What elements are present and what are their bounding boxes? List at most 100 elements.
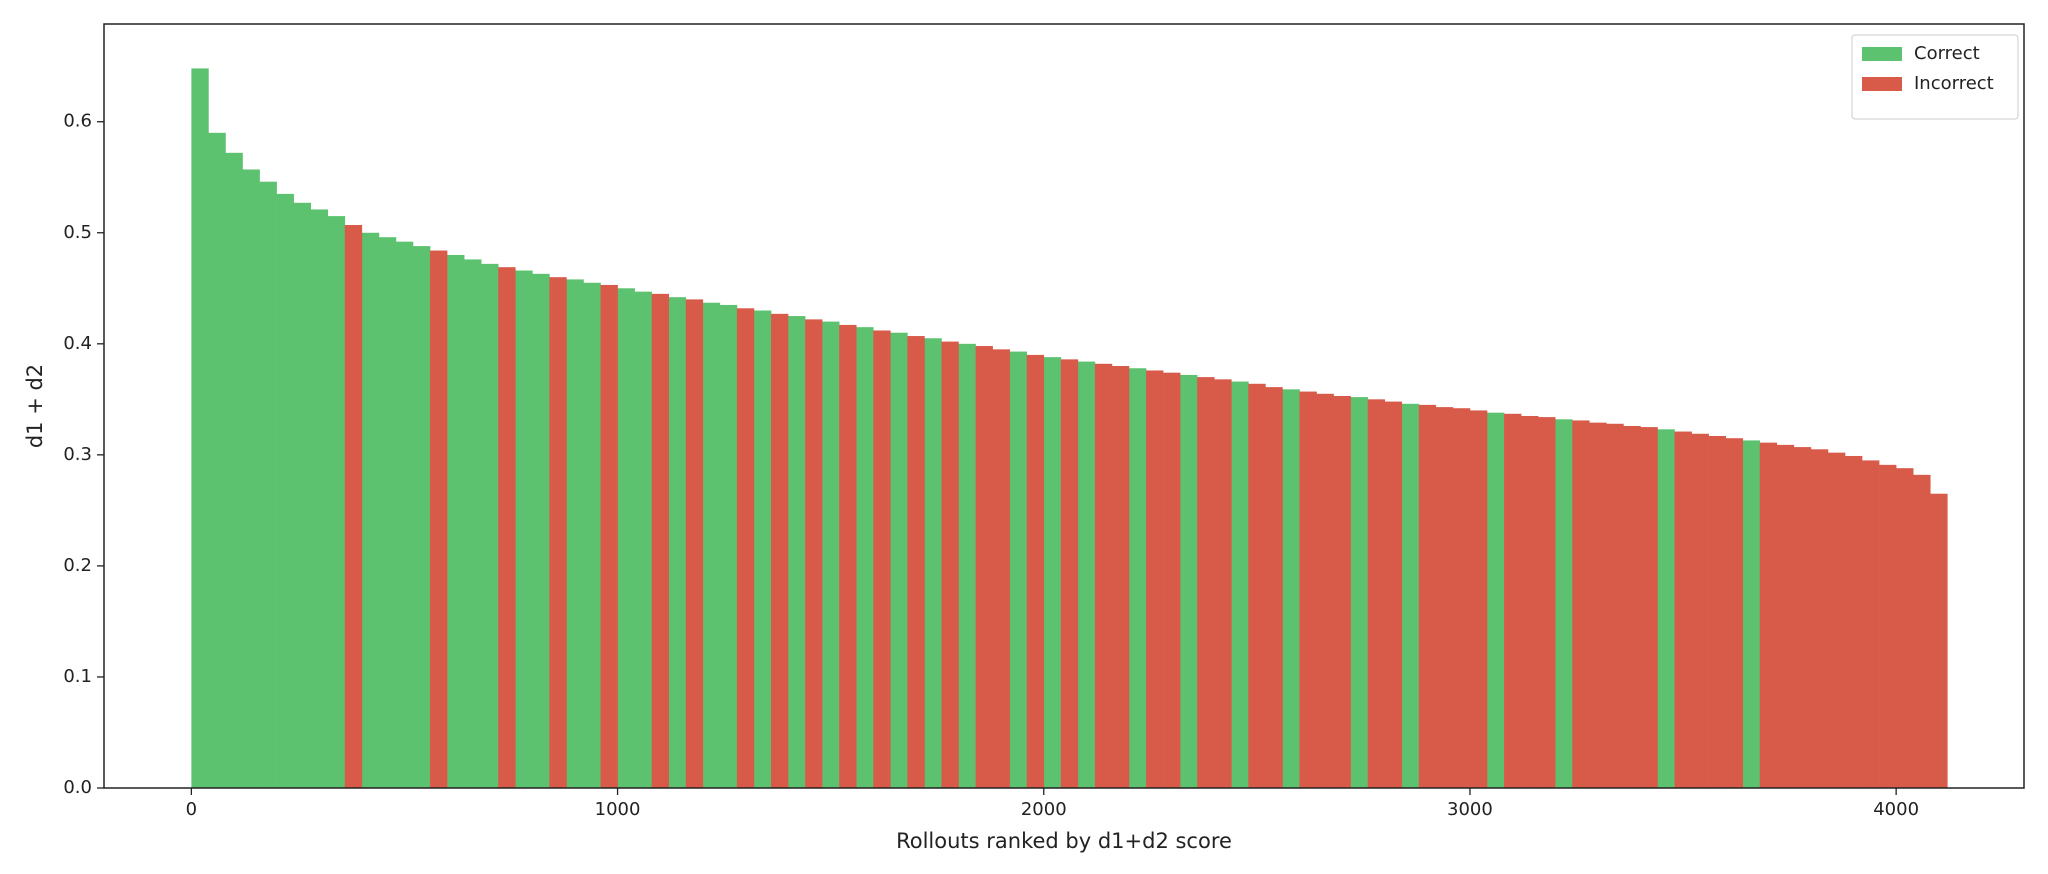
bar: [1418, 404, 1437, 788]
bar: [668, 297, 687, 788]
legend-swatch: [1862, 47, 1902, 61]
bar: [361, 232, 380, 788]
x-tick-label: 3000: [1447, 799, 1493, 820]
bar: [1469, 410, 1488, 788]
legend-swatch: [1862, 77, 1902, 91]
bars: [191, 68, 1948, 789]
bar: [1810, 449, 1829, 788]
y-tick-label: 0.1: [63, 666, 92, 687]
y-axis-label: d1 + d2: [23, 364, 47, 448]
bar: [293, 202, 312, 788]
bar: [890, 332, 908, 788]
y-tick-label: 0.2: [63, 555, 92, 576]
bar: [1879, 464, 1897, 788]
bar: [1708, 435, 1726, 788]
bar: [1862, 460, 1880, 788]
bar: [1009, 351, 1028, 788]
bar: [1844, 455, 1863, 788]
bar: [941, 341, 959, 788]
bar: [378, 237, 397, 789]
bar: [1930, 493, 1948, 788]
bar: [1504, 413, 1522, 788]
bar: [208, 132, 226, 789]
bar: [1759, 442, 1778, 788]
bar: [1316, 393, 1334, 788]
bar: [1555, 419, 1573, 788]
bar: [515, 270, 533, 788]
y-tick-label: 0.4: [63, 333, 92, 354]
bar: [259, 181, 277, 789]
bar: [685, 299, 704, 788]
bar: [1214, 379, 1232, 788]
bar: [1197, 377, 1215, 788]
bar: [412, 246, 431, 788]
bar: [1163, 372, 1181, 788]
bar: [1299, 391, 1317, 788]
bar: [566, 279, 584, 788]
bar: [1742, 440, 1761, 788]
bar: [1896, 468, 1914, 788]
bar: [310, 209, 329, 788]
bar: [225, 152, 243, 788]
bar: [276, 193, 294, 788]
bar: [1111, 366, 1130, 788]
bar: [1572, 420, 1590, 788]
bar: [719, 304, 738, 788]
legend-label: Correct: [1914, 43, 1980, 64]
bar: [958, 343, 976, 788]
bar: [1367, 399, 1386, 788]
bar: [805, 319, 823, 788]
bar: [924, 338, 942, 788]
bar: [498, 267, 516, 788]
bar: [1589, 422, 1607, 788]
bar: [1248, 383, 1266, 788]
bar: [327, 216, 346, 788]
bar: [430, 250, 448, 788]
bar: [1333, 396, 1351, 788]
bar: [873, 330, 891, 788]
bar: [549, 277, 567, 788]
bar: [1043, 357, 1062, 788]
bar: [1452, 408, 1471, 788]
bar: [992, 349, 1010, 788]
legend-label: Incorrect: [1914, 73, 1994, 94]
bar: [1657, 429, 1675, 788]
bar: [651, 293, 670, 788]
bar: [1793, 447, 1812, 788]
bar: [395, 241, 414, 788]
bar: [1435, 407, 1454, 788]
bar: [481, 263, 499, 788]
bar: [617, 288, 635, 788]
bar: [770, 313, 789, 788]
bar: [1623, 425, 1641, 788]
bar: [1060, 359, 1079, 788]
bar: [634, 291, 652, 788]
x-axis-label: Rollouts ranked by d1+d2 score: [896, 829, 1232, 853]
bar: [839, 324, 857, 788]
bar: [1146, 370, 1164, 788]
bar: [702, 302, 721, 788]
bar: [242, 169, 260, 788]
bar: [1282, 389, 1300, 788]
bar: [1640, 427, 1658, 788]
bar: [736, 308, 755, 788]
bar: [1026, 354, 1045, 788]
y-tick-label: 0.5: [63, 222, 92, 243]
bar: [1486, 412, 1505, 788]
bar: [1725, 438, 1744, 788]
bar: [1521, 415, 1539, 788]
bar: [1776, 444, 1795, 788]
bar: [907, 336, 925, 788]
bar: [1691, 433, 1709, 788]
bar: [1401, 403, 1420, 788]
bar: [1094, 363, 1113, 788]
bar: [583, 282, 601, 788]
y-tick-label: 0.6: [63, 111, 92, 132]
bar: [1231, 381, 1249, 788]
x-tick-label: 2000: [1021, 799, 1067, 820]
bar: [1913, 474, 1931, 788]
bar: [1827, 452, 1846, 788]
bar: [975, 346, 993, 788]
